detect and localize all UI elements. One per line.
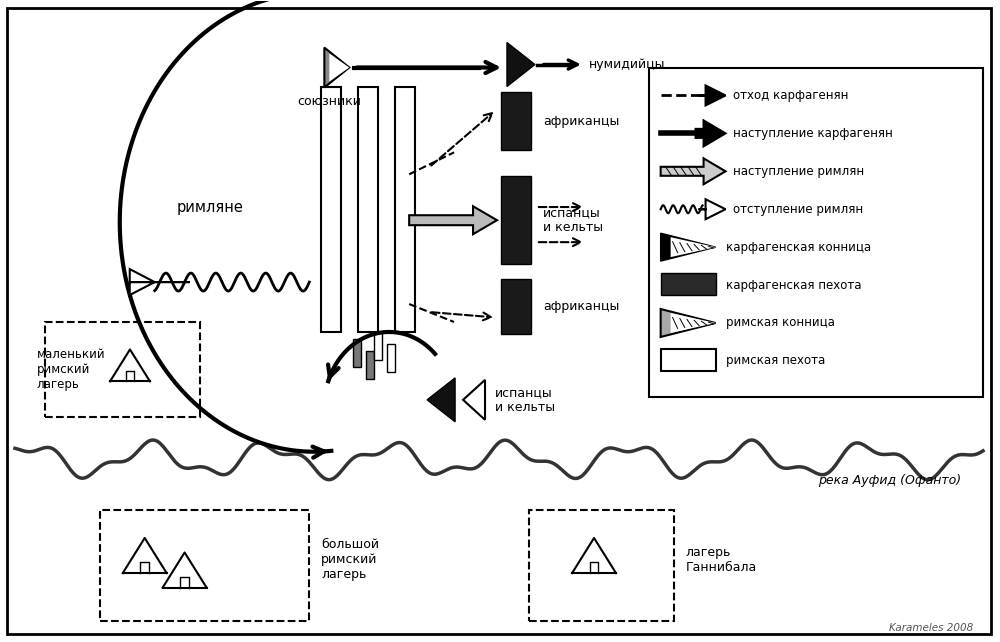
Text: римская пехота: римская пехота — [726, 354, 825, 367]
Bar — [374, 332, 382, 360]
Text: наступление карфагенян: наступление карфагенян — [733, 127, 892, 140]
Bar — [353, 339, 361, 367]
Text: союзники: союзники — [297, 96, 361, 108]
Polygon shape — [661, 309, 716, 337]
Polygon shape — [329, 53, 349, 82]
Text: нумидийцы: нумидийцы — [589, 58, 665, 71]
Polygon shape — [463, 380, 485, 420]
Text: наступление римлян: наступление римлян — [733, 165, 864, 178]
Text: африканцы: африканцы — [543, 300, 619, 313]
Polygon shape — [661, 159, 726, 184]
Bar — [661, 349, 716, 371]
Text: лагерь
Ганнибала: лагерь Ганнибала — [686, 546, 757, 574]
Text: африканцы: африканцы — [543, 115, 619, 128]
Polygon shape — [324, 48, 349, 87]
Polygon shape — [699, 199, 726, 219]
Polygon shape — [671, 237, 716, 257]
Bar — [321, 87, 341, 332]
Polygon shape — [671, 313, 716, 333]
Polygon shape — [409, 206, 497, 234]
Bar — [387, 344, 395, 372]
Bar — [366, 351, 374, 379]
Text: большой
римский
лагерь: большой римский лагерь — [321, 539, 379, 582]
Bar — [45, 322, 200, 417]
Polygon shape — [427, 378, 455, 422]
Text: карфагенская пехота: карфагенская пехота — [726, 279, 861, 291]
Polygon shape — [130, 269, 190, 295]
Bar — [661, 273, 716, 295]
Bar — [501, 279, 531, 334]
Text: карфагенская конница: карфагенская конница — [726, 241, 871, 254]
Polygon shape — [699, 85, 726, 105]
Bar — [100, 510, 309, 621]
Text: испанцы
и кельты: испанцы и кельты — [543, 206, 603, 234]
Polygon shape — [696, 121, 726, 146]
Bar — [649, 67, 983, 397]
Bar — [358, 87, 378, 332]
Text: испанцы
и кельты: испанцы и кельты — [495, 386, 555, 414]
Polygon shape — [661, 233, 716, 261]
Text: римляне: римляне — [176, 200, 243, 215]
Bar — [501, 92, 531, 150]
Text: маленький
римский
лагерь: маленький римский лагерь — [37, 348, 106, 391]
Bar — [395, 87, 415, 332]
Bar — [501, 177, 531, 264]
Text: отход карфагенян: отход карфагенян — [733, 89, 848, 102]
Polygon shape — [507, 42, 535, 87]
Text: римская конница: римская конница — [726, 317, 834, 329]
Text: отступление римлян: отступление римлян — [733, 203, 863, 216]
Text: река Ауфид (Офанто): река Ауфид (Офанто) — [818, 474, 961, 487]
Text: Karameles 2008: Karameles 2008 — [889, 623, 973, 634]
Bar — [529, 510, 674, 621]
